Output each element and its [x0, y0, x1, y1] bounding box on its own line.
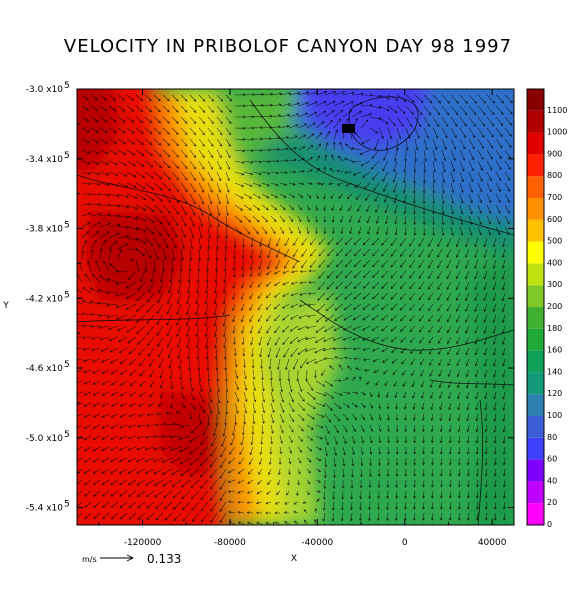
colorbar-label: 100 [547, 411, 562, 420]
colorbar-swatch [527, 416, 544, 438]
colorbar: 0 20 40 60 80 100 120 140 160 180 200 300 400 500 600 7… [526, 88, 567, 529]
colorbar-swatch [527, 503, 544, 525]
colorbar-label: 160 [547, 346, 562, 355]
colorbar-label: 1000 [547, 128, 567, 137]
y-tick-exponent: 5 [64, 151, 70, 161]
colorbar-frame [526, 88, 545, 526]
y-tick-exponent: 5 [64, 430, 70, 440]
colorbar-swatch [527, 132, 544, 155]
x-tick-label: -80000 [214, 538, 246, 548]
colorbar-label: 600 [547, 215, 562, 224]
colorbar-swatch [527, 176, 544, 198]
color-field [77, 89, 514, 525]
colorbar-swatch [527, 307, 544, 329]
colorbar-swatch [527, 219, 544, 242]
reference-vector-value: 0.133 [147, 552, 182, 566]
plot-frame [76, 88, 515, 526]
x-tick-label: -40000 [301, 538, 333, 548]
y-tick-label: -3.4 x10 [26, 155, 63, 165]
x-tick-label: -120000 [124, 538, 162, 548]
colorbar-swatch [527, 328, 544, 351]
x-tick-label: 0 [402, 538, 408, 548]
y-tick-label: -5.4 x10 [26, 504, 63, 514]
chart-title: VELOCITY IN PRIBOLOF CANYON DAY 98 1997 [63, 36, 513, 57]
colorbar-label: 800 [547, 171, 562, 180]
y-tick-label: -3.8 x10 [26, 225, 63, 235]
colorbar-label: 1100 [547, 106, 567, 115]
colorbar-label: 120 [547, 389, 562, 398]
colorbar-label: 40 [547, 476, 557, 485]
colorbar-label: 180 [547, 324, 562, 333]
colorbar-swatch [527, 154, 544, 177]
y-tick-label: -4.2 x10 [26, 294, 63, 304]
colorbar-swatch [527, 110, 544, 133]
colorbar-swatch [527, 285, 544, 307]
colorbar-swatch [527, 241, 544, 264]
colorbar-label: 700 [547, 193, 562, 202]
y-tick-exponent: 5 [64, 221, 70, 231]
x-tick-label: 40000 [478, 538, 507, 548]
contour-lines [77, 96, 514, 525]
colorbar-swatch [527, 481, 544, 504]
y-tick-exponent: 5 [64, 500, 70, 510]
x-axis: -120000 -80000 -40000 0 40000 [98, 89, 507, 548]
colorbar-swatch [527, 89, 544, 111]
colorbar-label: 400 [547, 258, 562, 267]
y-tick-label: -4.6 x10 [26, 364, 63, 374]
y-tick-exponent: 5 [64, 290, 70, 300]
y-tick-exponent: 5 [64, 81, 70, 91]
y-axis: -3.0 x10 5-3.4 x10 5-3.8 x10 5-4.2 x10 5-4.6… [26, 81, 514, 514]
colorbar-label: 140 [547, 367, 562, 376]
colorbar-swatch [527, 263, 544, 286]
x-axis-label: X [291, 554, 297, 564]
reference-vector-unit: m/s [82, 555, 97, 564]
colorbar-swatch [527, 437, 544, 460]
colorbar-label: 500 [547, 237, 562, 246]
colorbar-label: 20 [547, 498, 557, 507]
y-tick-label: -3.0 x10 [26, 85, 63, 95]
colorbar-swatch [527, 394, 544, 416]
colorbar-label: 300 [547, 280, 562, 289]
colorbar-label: 60 [547, 455, 557, 464]
y-tick-exponent: 5 [64, 360, 70, 370]
colorbar-swatch [527, 350, 544, 373]
colorbar-swatch [527, 372, 544, 395]
colorbar-label: 200 [547, 302, 562, 311]
colorbar-swatch [527, 459, 544, 482]
vector-arrows [77, 90, 514, 525]
reference-vector-arrow [100, 554, 135, 562]
colorbar-label: 80 [547, 433, 557, 442]
colorbar-label: 0 [547, 520, 552, 529]
colorbar-label: 900 [547, 149, 562, 158]
colorbar-swatch [527, 198, 544, 220]
y-tick-label: -5.0 x10 [26, 434, 63, 444]
velocity-vectors [77, 90, 514, 525]
y-axis-label: Y [2, 301, 9, 311]
